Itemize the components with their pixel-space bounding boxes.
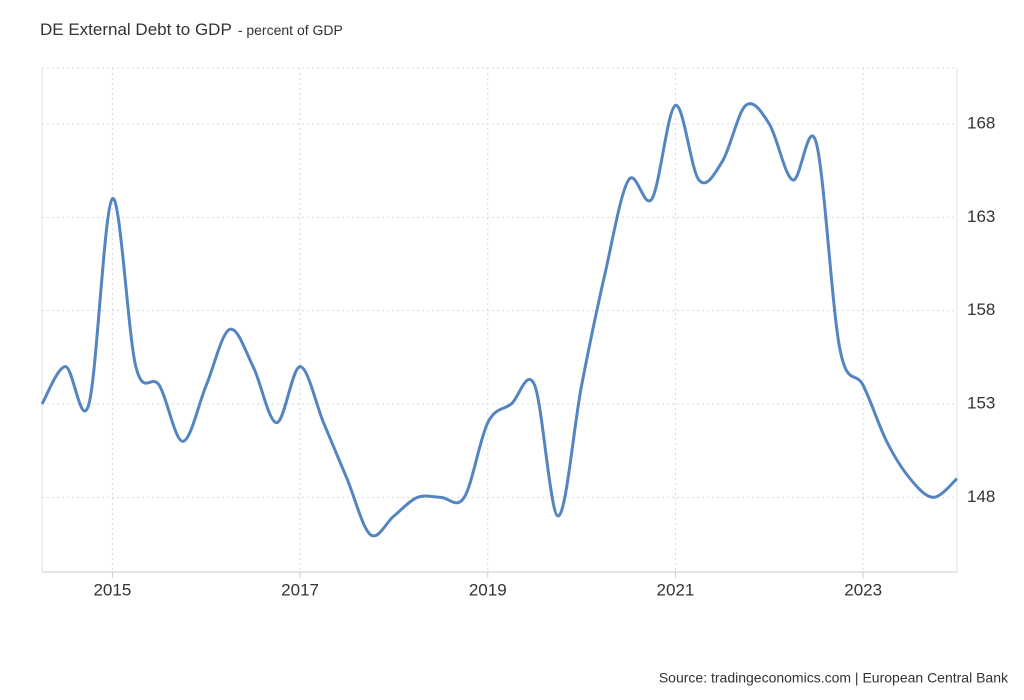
x-tick-label: 2015 [93, 580, 131, 599]
chart-title: DE External Debt to GDP [40, 20, 232, 39]
x-tick-label: 2023 [844, 580, 882, 599]
x-tick-label: 2021 [657, 580, 695, 599]
x-tick-label: 2017 [281, 580, 319, 599]
y-tick-label: 153 [967, 393, 995, 412]
source: Source: tradingeconomics.com | European … [659, 670, 1009, 686]
chart-subtitle: - percent of GDP [238, 22, 343, 38]
y-tick-label: 163 [967, 207, 995, 226]
chart-title-group: DE External Debt to GDP - percent of GDP [40, 20, 343, 39]
x-tick-label: 2019 [469, 580, 507, 599]
y-tick-label: 148 [967, 487, 995, 506]
line [40, 102, 959, 538]
y-tick-label: 158 [967, 300, 995, 319]
y-tick-label: 168 [967, 113, 995, 132]
